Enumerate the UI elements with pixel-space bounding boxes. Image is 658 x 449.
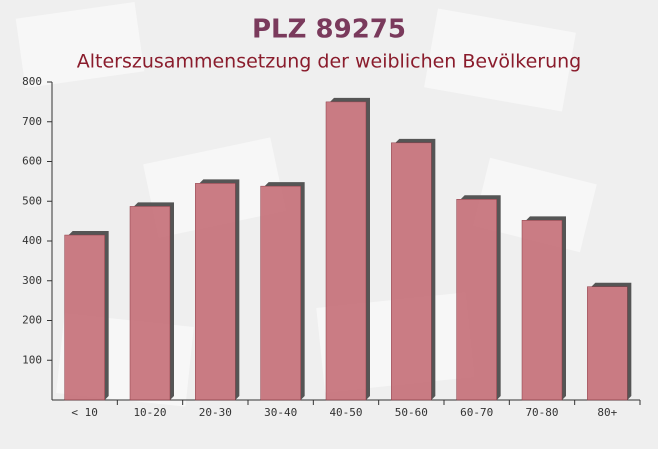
x-tick-label: 50-60 — [395, 406, 428, 419]
x-tick-label: 40-50 — [329, 406, 362, 419]
x-tick-label: 20-30 — [199, 406, 232, 419]
y-tick-label: 800 — [22, 75, 42, 88]
bar — [64, 234, 105, 401]
y-tick-label: 400 — [22, 234, 42, 247]
x-tick-label: 30-40 — [264, 406, 297, 419]
x-tick-label: 80+ — [597, 406, 617, 419]
bar — [391, 142, 432, 401]
bar — [587, 286, 628, 401]
bar — [260, 185, 301, 401]
y-tick-label: 700 — [22, 115, 42, 128]
y-tick-label: 300 — [22, 274, 42, 287]
bar — [195, 183, 236, 401]
bar — [456, 199, 497, 401]
bar — [521, 220, 563, 401]
y-tick-label: 100 — [22, 353, 42, 366]
y-tick-label: 500 — [22, 194, 42, 207]
y-tick-label: 200 — [22, 314, 42, 327]
y-tick-label: 600 — [22, 155, 42, 168]
bar — [325, 101, 367, 401]
x-tick-label: 70-80 — [525, 406, 558, 419]
chart-title: PLZ 89275 — [252, 15, 406, 45]
bar — [129, 206, 171, 401]
chart-subtitle: Alterszusammensetzung der weiblichen Bev… — [77, 51, 581, 73]
x-tick-label: 60-70 — [460, 406, 493, 419]
x-tick-label: 10-20 — [133, 406, 166, 419]
x-tick-label: < 10 — [71, 406, 98, 419]
